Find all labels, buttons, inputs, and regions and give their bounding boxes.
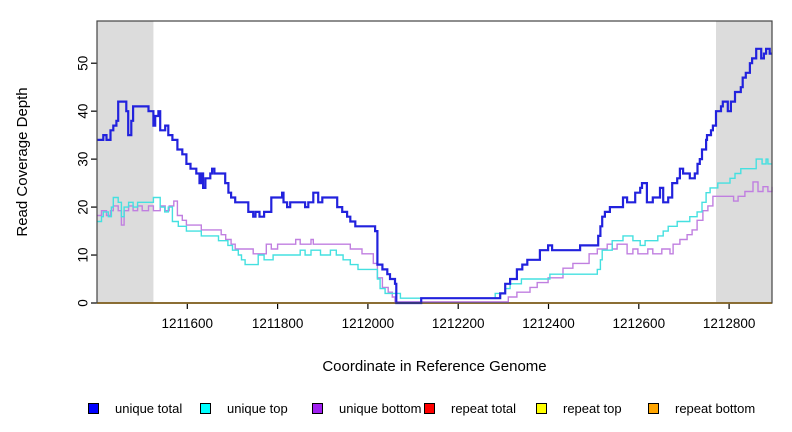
plot-box bbox=[96, 20, 773, 304]
legend-label-unique-bottom: unique bottom bbox=[339, 400, 422, 416]
legend-label-repeat-total: repeat total bbox=[451, 400, 517, 416]
legend-label-unique-total: unique total bbox=[115, 400, 183, 416]
left-gray-band bbox=[97, 21, 154, 303]
legend-swatch-repeat-top bbox=[536, 402, 547, 414]
legend-item-unique-top: unique top bbox=[200, 402, 312, 415]
legend-label-repeat-top: repeat top bbox=[563, 400, 622, 416]
legend-swatch-repeat-total bbox=[424, 402, 435, 414]
coverage-chart: 1211600 1211800 1212000 1212200 1212400 12126… bbox=[14, 20, 773, 375]
legend-item-repeat-top: repeat top bbox=[536, 402, 648, 415]
legend-label-unique-top: unique top bbox=[227, 400, 288, 416]
y-tick-label: 40 bbox=[76, 104, 91, 119]
series-line-unique-top bbox=[97, 158, 772, 299]
x-tick-label: 1211600 bbox=[162, 316, 214, 331]
x-tick-label: 1212800 bbox=[703, 316, 756, 331]
legend-item-unique-total: unique total bbox=[88, 402, 200, 415]
y-tick-label: 20 bbox=[76, 200, 91, 215]
series-line-unique-bottom bbox=[97, 181, 773, 303]
legend-item-unique-bottom: unique bottom bbox=[312, 402, 424, 415]
legend-swatch-unique-bottom bbox=[312, 402, 323, 414]
x-tick-label: 1211800 bbox=[252, 316, 304, 331]
chart-legend: unique total unique top unique bottom repea… bbox=[88, 398, 768, 418]
y-axis-label: Read Coverage Depth bbox=[14, 87, 31, 236]
x-tick-label: 1212600 bbox=[613, 316, 666, 331]
x-tick-label: 1212200 bbox=[432, 316, 485, 331]
y-tick-label: 10 bbox=[76, 248, 91, 263]
y-tick-label: 50 bbox=[76, 56, 91, 71]
y-tick-label: 0 bbox=[76, 299, 91, 307]
legend-item-repeat-bottom: repeat bottom bbox=[648, 402, 760, 415]
x-axis-label: Coordinate in Reference Genome bbox=[322, 358, 546, 375]
legend-label-repeat-bottom: repeat bottom bbox=[675, 400, 756, 416]
series-line-unique-total bbox=[97, 47, 772, 305]
right-gray-band bbox=[716, 21, 772, 303]
legend-swatch-repeat-bottom bbox=[648, 402, 659, 414]
legend-item-repeat-total: repeat total bbox=[424, 402, 536, 415]
legend-swatch-unique-total bbox=[88, 402, 99, 414]
legend-swatch-unique-top bbox=[200, 402, 211, 414]
y-tick-label: 30 bbox=[76, 152, 91, 167]
x-tick-label: 1212400 bbox=[522, 316, 575, 331]
x-tick-label: 1212000 bbox=[342, 316, 395, 331]
